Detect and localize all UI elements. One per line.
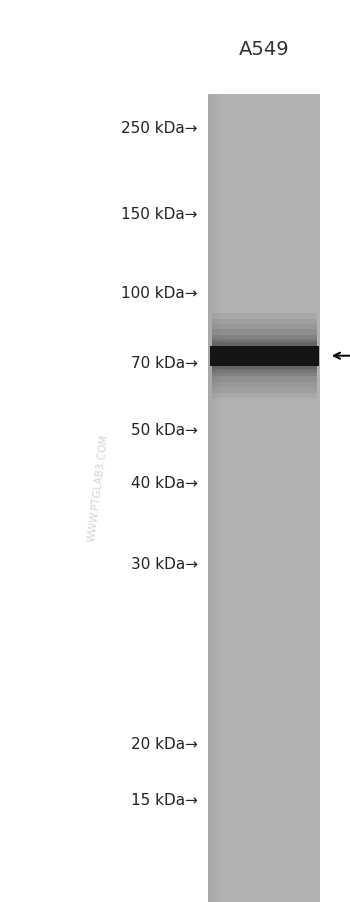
- Bar: [212, 325, 317, 388]
- Bar: [212, 366, 317, 370]
- Bar: [210, 95, 212, 902]
- Bar: [212, 366, 317, 373]
- Bar: [212, 330, 317, 382]
- Bar: [210, 346, 318, 366]
- Bar: [212, 366, 317, 377]
- Bar: [215, 95, 217, 902]
- Text: 250 kDa→: 250 kDa→: [121, 121, 198, 135]
- Text: 100 kDa→: 100 kDa→: [121, 286, 198, 300]
- Bar: [212, 343, 317, 346]
- Bar: [212, 336, 317, 346]
- Bar: [208, 95, 210, 902]
- Text: 40 kDa→: 40 kDa→: [131, 475, 198, 490]
- Text: 150 kDa→: 150 kDa→: [121, 207, 198, 222]
- Text: 70 kDa→: 70 kDa→: [131, 356, 198, 371]
- Text: 50 kDa→: 50 kDa→: [131, 423, 198, 437]
- Text: 15 kDa→: 15 kDa→: [131, 793, 198, 807]
- Bar: [208, 95, 320, 902]
- Bar: [219, 95, 220, 902]
- Text: A549: A549: [239, 40, 289, 60]
- Bar: [220, 95, 222, 902]
- Text: WWW.PTGLAB3.COM: WWW.PTGLAB3.COM: [86, 433, 110, 541]
- Bar: [212, 95, 214, 902]
- Bar: [214, 95, 215, 902]
- Bar: [212, 336, 317, 377]
- Bar: [212, 341, 317, 372]
- Bar: [212, 314, 317, 399]
- Text: 20 kDa→: 20 kDa→: [131, 737, 198, 751]
- Bar: [212, 319, 317, 393]
- Bar: [217, 95, 219, 902]
- Text: 30 kDa→: 30 kDa→: [131, 557, 198, 571]
- Bar: [212, 339, 317, 346]
